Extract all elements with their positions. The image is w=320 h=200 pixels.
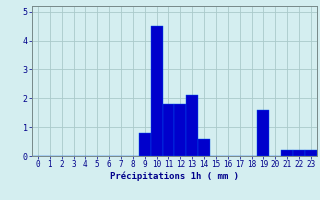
X-axis label: Précipitations 1h ( mm ): Précipitations 1h ( mm ) xyxy=(110,172,239,181)
Bar xyxy=(186,95,198,156)
Bar xyxy=(174,104,186,156)
Bar xyxy=(258,110,269,156)
Bar xyxy=(281,150,293,156)
Bar xyxy=(198,139,210,156)
Bar xyxy=(305,150,317,156)
Bar xyxy=(151,26,163,156)
Bar xyxy=(163,104,174,156)
Bar xyxy=(293,150,305,156)
Bar xyxy=(139,133,151,156)
